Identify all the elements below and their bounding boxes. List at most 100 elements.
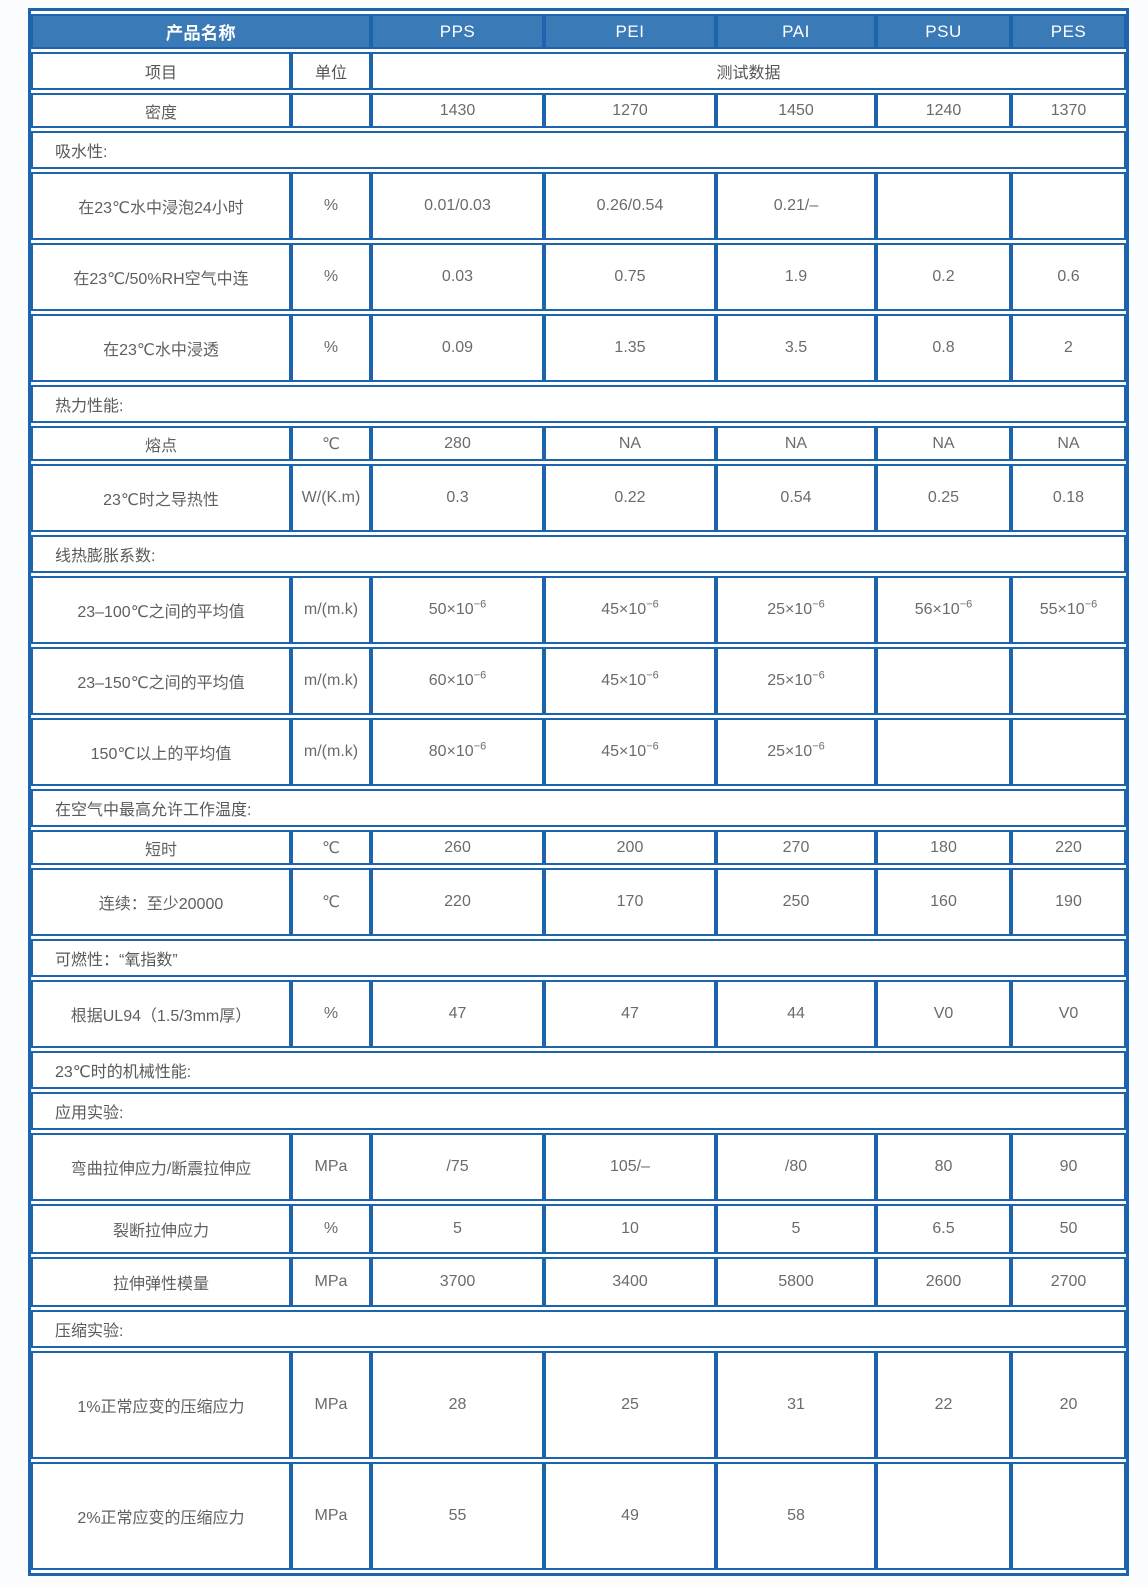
value-cell-pps: 55 <box>371 1462 544 1570</box>
value-cell-pps: 5 <box>371 1204 544 1254</box>
section-row: 可燃性：“氧指数” <box>31 939 1126 977</box>
value-cell-pai: NA <box>716 426 876 461</box>
unit-header: 单位 <box>291 52 371 90</box>
value-cell-pps: 0.09 <box>371 314 544 382</box>
unit-cell: m/(m.k) <box>291 718 371 786</box>
table-row: 在23℃/50%RH空气中连% 0.03 0.75 1.9 0.2 0.6 <box>31 243 1126 311</box>
value-cell-pei: 10 <box>544 1204 716 1254</box>
superscript-exponent: −6 <box>473 598 487 611</box>
value-cell-psu: 160 <box>876 868 1011 936</box>
row-label: 在23℃水中浸泡24小时 <box>31 172 291 240</box>
unit-cell: m/(m.k) <box>291 576 371 644</box>
value-cell-pes: 190 <box>1011 868 1126 936</box>
value-cell-pps: 260 <box>371 830 544 865</box>
value-cell-pai: 25×10−6 <box>716 576 876 644</box>
product-header-pps: PPS <box>371 14 544 49</box>
value-cell-pai: 250 <box>716 868 876 936</box>
value-cell-pai: 1.9 <box>716 243 876 311</box>
row-label: 150℃以上的平均值 <box>31 718 291 786</box>
value-cell-pai: 58 <box>716 1462 876 1570</box>
value-cell-pai: 44 <box>716 980 876 1048</box>
value-cell-pai: 31 <box>716 1351 876 1459</box>
unit-cell: % <box>291 172 371 240</box>
value-cell-pes: 1370 <box>1011 93 1126 128</box>
value-cell-psu: 0.2 <box>876 243 1011 311</box>
value-cell-pei: 1270 <box>544 93 716 128</box>
value-cell-pei: 0.22 <box>544 464 716 532</box>
value-cell-psu: 0.25 <box>876 464 1011 532</box>
table-row: 根据UL94（1.5/3mm厚）% 47 47 44 V0 V0 <box>31 980 1126 1048</box>
table-row: 150℃以上的平均值 m/(m.k) 80×10−6 45×10−6 25×10−6 <box>31 718 1126 786</box>
table-row: 裂断拉伸应力% 5 10 5 6.5 50 <box>31 1204 1126 1254</box>
superscript-exponent: −6 <box>812 598 825 611</box>
value-cell-pes <box>1011 718 1126 786</box>
value-cell-psu: 180 <box>876 830 1011 865</box>
table-row: 23–150℃之间的平均值 m/(m.k) 60×10−6 45×10−6 25×10−… <box>31 647 1126 715</box>
section-label: 热力性能: <box>31 385 1126 423</box>
value-cell-pps: /75 <box>371 1133 544 1201</box>
section-row: 热力性能: <box>31 385 1126 423</box>
value-cell-pai: 5800 <box>716 1257 876 1307</box>
table-row: 在23℃水中浸泡24小时% 0.01/0.03 0.26/0.54 0.21/– <box>31 172 1126 240</box>
value-cell-pei: 45×10−6 <box>544 718 716 786</box>
table-row: 拉伸弹性模量 MPa 3700 3400 5800 2600 2700 <box>31 1257 1126 1307</box>
value-cell-pps: 50×10−6 <box>371 576 544 644</box>
value-cell-pei: 1.35 <box>544 314 716 382</box>
superscript-exponent: −6 <box>646 740 659 753</box>
value-cell-pes: 55×10−6 <box>1011 576 1126 644</box>
unit-cell: MPa <box>291 1462 371 1570</box>
value-cell-pes <box>1011 172 1126 240</box>
table-header-row: 产品名称 PPS PEI PAI PSU PES <box>31 14 1126 49</box>
unit-cell: ℃ <box>291 426 371 461</box>
row-label: 短时 <box>31 830 291 865</box>
unit-cell: MPa <box>291 1257 371 1307</box>
value-cell-pps: 28 <box>371 1351 544 1459</box>
row-label: 2%正常应变的压缩应力 <box>31 1462 291 1570</box>
product-header-pai: PAI <box>716 14 876 49</box>
product-header-psu: PSU <box>876 14 1011 49</box>
superscript-exponent: −6 <box>1084 598 1098 611</box>
item-header: 项目 <box>31 52 291 90</box>
table-row: 弯曲拉伸应力/断震拉伸应 MPa/75 105/–/80 80 90 <box>31 1133 1126 1201</box>
section-row: 压缩实验: <box>31 1310 1126 1348</box>
value-cell-pei: 105/– <box>544 1133 716 1201</box>
table-row: 短时 ℃ 260 200 270 180 220 <box>31 830 1126 865</box>
product-header-pei: PEI <box>544 14 716 49</box>
unit-cell: % <box>291 314 371 382</box>
value-cell-pai: /80 <box>716 1133 876 1201</box>
row-label: 连续：至少20000 <box>31 868 291 936</box>
value-cell-pps: 220 <box>371 868 544 936</box>
value-cell-pei: 200 <box>544 830 716 865</box>
row-label: 23℃时之导热性 <box>31 464 291 532</box>
value-cell-psu: 1240 <box>876 93 1011 128</box>
table-row: 1%正常应变的压缩应力 MPa 28 25 31 22 20 <box>31 1351 1126 1459</box>
row-label: 23–100℃之间的平均值 <box>31 576 291 644</box>
section-label: 吸水性: <box>31 131 1126 169</box>
value-cell-pps: 280 <box>371 426 544 461</box>
spec-table: 产品名称 PPS PEI PAI PSU PES 项目 单位 测试数据 密度 1430 1270 145… <box>28 8 1129 1576</box>
value-cell-pei: 49 <box>544 1462 716 1570</box>
value-cell-pps: 0.3 <box>371 464 544 532</box>
row-label: 熔点 <box>31 426 291 461</box>
value-cell-pes: 0.18 <box>1011 464 1126 532</box>
superscript-exponent: −6 <box>646 598 659 611</box>
value-cell-pai: 270 <box>716 830 876 865</box>
value-cell-pes: 2700 <box>1011 1257 1126 1307</box>
section-row: 吸水性: <box>31 131 1126 169</box>
value-cell-psu: 0.8 <box>876 314 1011 382</box>
section-label: 线热膨胀系数: <box>31 535 1126 573</box>
unit-cell: % <box>291 243 371 311</box>
row-label: 拉伸弹性模量 <box>31 1257 291 1307</box>
value-cell-psu: 2600 <box>876 1257 1011 1307</box>
value-cell-psu <box>876 172 1011 240</box>
section-label: 可燃性：“氧指数” <box>31 939 1126 977</box>
row-label: 根据UL94（1.5/3mm厚） <box>31 980 291 1048</box>
value-cell-pes: V0 <box>1011 980 1126 1048</box>
unit-cell: % <box>291 980 371 1048</box>
value-cell-psu <box>876 647 1011 715</box>
test-data-header: 测试数据 <box>371 52 1126 90</box>
section-label: 在空气中最高允许工作温度: <box>31 789 1126 827</box>
value-cell-pei: 3400 <box>544 1257 716 1307</box>
value-cell-pps: 60×10−6 <box>371 647 544 715</box>
value-cell-pes: NA <box>1011 426 1126 461</box>
